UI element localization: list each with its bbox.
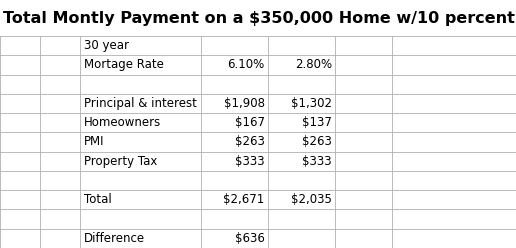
Text: Total Montly Payment on a $350,000 Home w/10 percent down: Total Montly Payment on a $350,000 Home … [3,11,516,26]
Text: 6.10%: 6.10% [228,58,265,71]
Text: Total: Total [84,193,112,206]
Text: $263: $263 [235,135,265,149]
Text: Mortage Rate: Mortage Rate [84,58,164,71]
Text: $1,908: $1,908 [224,97,265,110]
Text: Principal & interest: Principal & interest [84,97,197,110]
Text: $137: $137 [302,116,332,129]
Text: $2,671: $2,671 [223,193,265,206]
Text: Homeowners: Homeowners [84,116,162,129]
Text: $2,035: $2,035 [291,193,332,206]
Text: 30 year: 30 year [84,39,129,52]
Text: PMI: PMI [84,135,105,149]
Text: $333: $333 [302,155,332,168]
Text: 2.80%: 2.80% [295,58,332,71]
Text: $1,302: $1,302 [291,97,332,110]
Text: $167: $167 [235,116,265,129]
Text: $636: $636 [235,232,265,245]
Text: $333: $333 [235,155,265,168]
Text: $263: $263 [302,135,332,149]
Text: Property Tax: Property Tax [84,155,157,168]
Text: Difference: Difference [84,232,145,245]
